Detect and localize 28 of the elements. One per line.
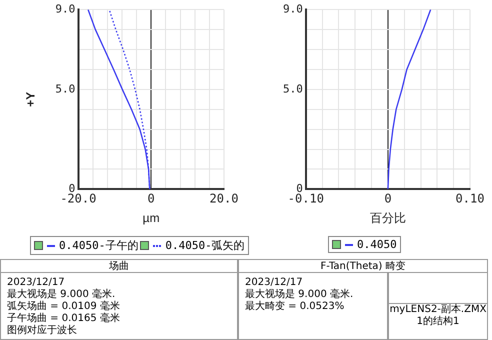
y-tick-label: 5.0 xyxy=(55,82,76,96)
x-tick-label: 0 xyxy=(148,192,155,206)
legend-label: 0.4050-子午的 xyxy=(59,238,138,253)
text: 最大视场是 9.000 毫米. xyxy=(245,289,354,300)
text: 子午场曲 = 0.0165 毫米 xyxy=(7,313,121,324)
legend-label: 0.4050-弧矢的 xyxy=(165,238,245,253)
legend-label: 0.4050 xyxy=(357,238,397,251)
text: 2023/12/17 xyxy=(7,277,66,288)
text: 图例对应于波长 xyxy=(7,325,78,337)
y-tick-label: 9.0 xyxy=(282,2,303,16)
text: 弧矢场曲 = 0.0109 毫米 xyxy=(7,301,121,312)
y-tick-label: 9.0 xyxy=(55,2,76,16)
y-axis-title: +Y xyxy=(24,92,38,107)
text: 场曲 xyxy=(0,259,238,273)
text: 最大畸变 = 0.0523% xyxy=(245,301,346,313)
text: 2023/12/17 xyxy=(245,277,304,288)
text: 1的结构1 xyxy=(416,316,460,328)
text: 最大视场是 9.000 毫米. xyxy=(7,289,116,300)
text: F-Tan(Theta) 畸变 xyxy=(238,259,488,273)
x-axis-title: 百分比 xyxy=(370,211,406,226)
x-tick-label: -20.0 xyxy=(60,192,96,206)
x-tick-label: 20.0 xyxy=(210,192,238,206)
text: myLENS2-副本.ZMX xyxy=(389,304,487,316)
x-tick-label: 0.10 xyxy=(456,192,484,206)
x-axis-title: µm xyxy=(142,211,160,226)
x-tick-label: -0.10 xyxy=(288,192,324,206)
x-tick-label: 0 xyxy=(384,192,392,206)
y-tick-label: 5.0 xyxy=(282,82,303,96)
